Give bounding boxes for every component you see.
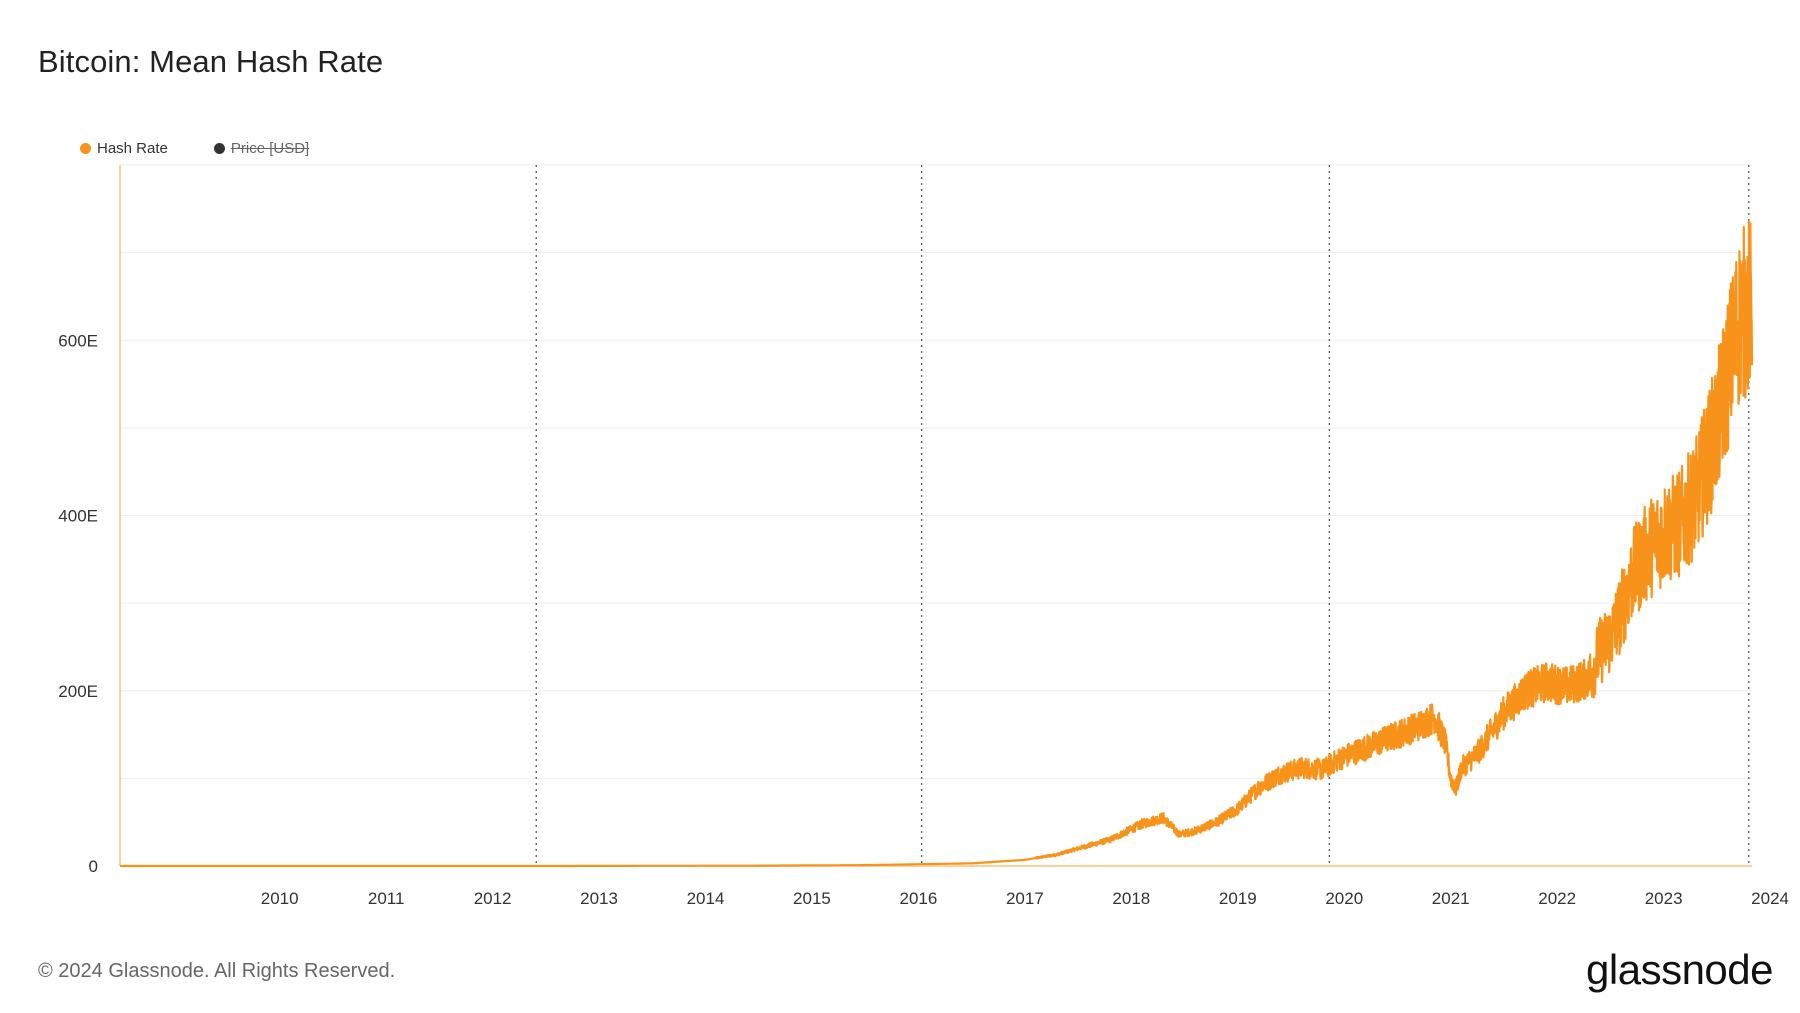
x-tick-label: 2023: [1645, 889, 1683, 908]
x-tick-label: 2024: [1751, 889, 1789, 908]
y-tick-label: 600E: [58, 331, 98, 350]
hash-rate-line: [119, 220, 1754, 868]
copyright-footer: © 2024 Glassnode. All Rights Reserved.: [38, 960, 396, 982]
x-tick-label: 2015: [793, 889, 831, 908]
y-tick-label: 0: [89, 857, 98, 876]
y-tick-label: 200E: [58, 682, 98, 701]
legend-item-hash-rate[interactable]: Hash Rate: [80, 140, 168, 157]
x-tick-label: 2013: [580, 889, 618, 908]
x-tick-label: 2011: [368, 889, 405, 908]
chart-legend: Hash Rate Price [USD]: [80, 140, 355, 157]
legend-dot-price: [213, 143, 225, 154]
legend-label-price: Price [USD]: [230, 140, 310, 157]
x-tick-label: 2010: [261, 889, 299, 908]
x-tick-label: 2014: [687, 889, 725, 908]
legend-item-price[interactable]: Price [USD]: [213, 140, 310, 157]
legend-dot-hash-rate: [80, 143, 91, 154]
x-tick-label: 2012: [474, 889, 512, 908]
x-tick-label: 2021: [1432, 889, 1470, 908]
x-tick-label: 2022: [1538, 889, 1576, 908]
x-tick-label: 2019: [1219, 889, 1257, 908]
glassnode-logo: glassnode: [1586, 946, 1773, 993]
chart-title: Bitcoin: Mean Hash Rate: [38, 44, 384, 79]
x-tick-label: 2016: [900, 889, 938, 908]
x-tick-label: 2020: [1325, 889, 1363, 908]
x-tick-label: 2018: [1112, 889, 1150, 908]
x-tick-label: 2017: [1006, 889, 1044, 908]
legend-label-hash-rate: Hash Rate: [97, 140, 168, 157]
y-tick-label: 400E: [58, 507, 98, 526]
